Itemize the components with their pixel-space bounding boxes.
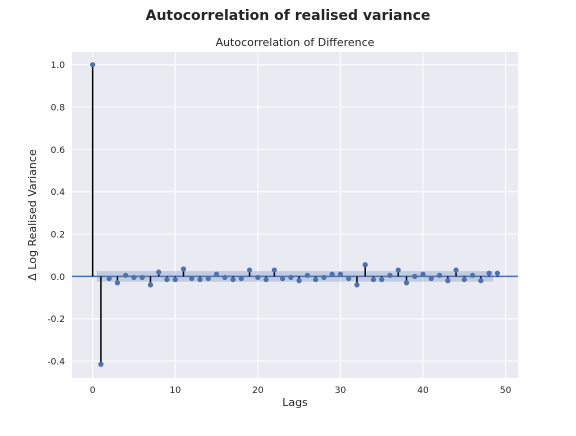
plot-area — [72, 52, 518, 378]
acf-point-lag-0 — [90, 62, 96, 68]
acf-point-lag-43 — [445, 278, 451, 284]
acf-point-lag-34 — [370, 276, 377, 283]
x-tick-label: 20 — [252, 386, 264, 396]
acf-point-lag-32 — [354, 282, 360, 288]
acf-point-lag-25 — [296, 278, 302, 284]
acf-point-lag-15 — [213, 271, 220, 277]
acf-point-lag-18 — [238, 275, 244, 282]
acf-point-lag-31 — [346, 275, 352, 282]
acf-point-lag-48 — [486, 270, 492, 276]
acf-point-lag-9 — [164, 276, 170, 283]
acf-point-lag-37 — [395, 267, 401, 273]
y-tick-label: 1.0 — [51, 61, 66, 71]
y-tick-label: -0.2 — [47, 315, 65, 325]
acf-point-lag-47 — [478, 278, 484, 284]
acf-point-lag-20 — [255, 274, 261, 281]
acf-point-lag-35 — [379, 276, 385, 283]
acf-point-lag-44 — [453, 267, 459, 273]
acf-point-lag-38 — [403, 280, 410, 286]
acf-point-lag-30 — [337, 271, 344, 277]
x-tick-labels: 0 10 20 30 40 50 — [90, 386, 512, 396]
x-tick-label: 50 — [500, 386, 512, 396]
acf-point-lag-39 — [412, 273, 418, 279]
y-tick-labels: 1.0 0.8 0.6 0.4 0.2 0.0 -0.2 -0.4 — [47, 61, 65, 367]
x-tick-label: 40 — [417, 386, 429, 396]
acf-markers — [90, 62, 500, 367]
acf-point-lag-40 — [420, 271, 426, 277]
y-axis-label: Δ Log Realised Variance — [26, 149, 39, 281]
acf-point-lag-5 — [131, 274, 137, 281]
acf-point-lag-17 — [230, 276, 236, 283]
acf-point-lag-46 — [469, 272, 476, 278]
acf-point-lag-16 — [222, 274, 228, 281]
acf-point-lag-24 — [288, 274, 294, 281]
chart-title: Autocorrelation of Difference — [216, 36, 375, 49]
acf-point-lag-28 — [321, 274, 327, 281]
acf-point-lag-42 — [436, 272, 443, 278]
x-tick-label: 10 — [170, 386, 182, 396]
acf-point-lag-36 — [387, 272, 393, 278]
acf-point-lag-29 — [329, 271, 335, 277]
acf-point-lag-19 — [246, 267, 253, 273]
acf-point-lag-21 — [263, 276, 269, 283]
figure-suptitle: Autocorrelation of realised variance — [146, 8, 431, 24]
acf-point-lag-10 — [172, 276, 178, 283]
acf-point-lag-41 — [428, 275, 434, 282]
acf-point-lag-11 — [180, 266, 187, 272]
acf-point-lag-13 — [197, 276, 203, 283]
y-tick-label: 0.6 — [51, 146, 66, 156]
y-tick-label: -0.4 — [47, 358, 65, 368]
x-tick-label: 30 — [335, 386, 347, 396]
acf-point-lag-6 — [139, 274, 145, 281]
acf-point-lag-22 — [271, 267, 277, 273]
acf-point-lag-4 — [123, 272, 129, 278]
acf-point-lag-49 — [494, 270, 500, 276]
y-tick-label: 0.8 — [51, 104, 66, 114]
acf-point-lag-12 — [189, 275, 195, 282]
acf-point-lag-3 — [114, 280, 121, 286]
acf-point-lag-2 — [106, 275, 112, 282]
acf-point-lag-14 — [205, 275, 211, 282]
acf-point-lag-7 — [147, 282, 154, 288]
acf-point-lag-23 — [280, 275, 286, 282]
acf-point-lag-33 — [362, 262, 368, 268]
acf-point-lag-1 — [98, 361, 104, 367]
y-tick-label: 0.4 — [51, 188, 66, 198]
acf-point-lag-26 — [304, 272, 310, 278]
y-tick-label: 0.2 — [51, 231, 65, 241]
x-tick-label: 0 — [90, 386, 96, 396]
acf-point-lag-45 — [461, 276, 467, 283]
acf-point-lag-27 — [313, 276, 319, 283]
acf-point-lag-8 — [156, 269, 162, 275]
x-axis-label: Lags — [282, 396, 308, 409]
y-tick-label: 0.0 — [51, 273, 66, 283]
